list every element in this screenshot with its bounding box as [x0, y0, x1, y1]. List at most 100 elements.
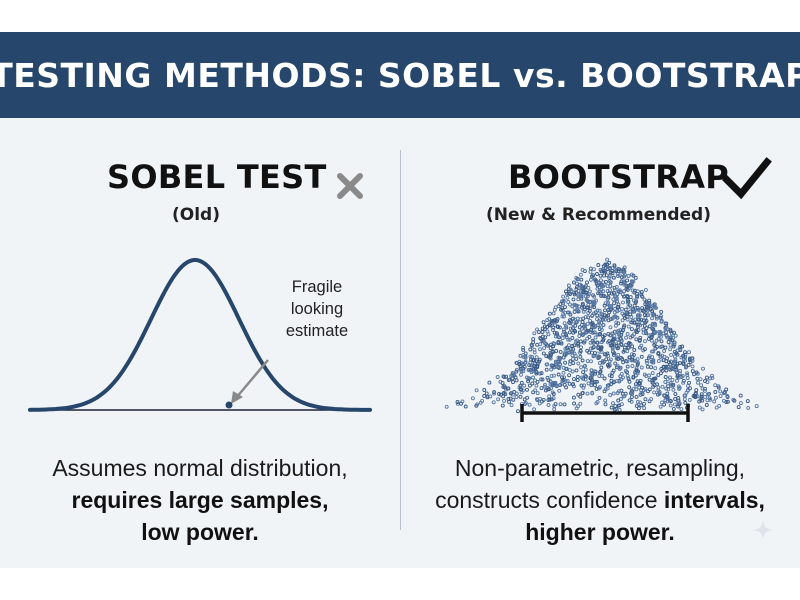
- resample-dot: [552, 318, 557, 323]
- resample-dot: [581, 285, 586, 290]
- annotation-line-1: Fragile: [291, 278, 343, 296]
- resample-dot: [620, 306, 624, 311]
- resample-dot: [558, 302, 563, 307]
- resample-dot: [571, 361, 576, 366]
- resample-dot: [578, 339, 583, 344]
- resample-dot: [635, 379, 640, 384]
- resample-dot: [525, 387, 529, 392]
- resample-dot: [568, 326, 573, 331]
- resample-dot: [705, 392, 710, 397]
- resample-dot: [666, 381, 671, 386]
- resample-dot: [545, 325, 550, 329]
- confidence-interval-bar: [520, 404, 690, 422]
- resample-dot: [602, 376, 607, 381]
- resample-dot: [589, 380, 594, 384]
- resample-dot: [567, 343, 571, 348]
- resample-dot: [511, 380, 515, 385]
- resample-dot: [602, 317, 607, 322]
- resample-dot: [533, 388, 538, 393]
- resample-dot: [540, 334, 545, 339]
- resample-dot: [553, 334, 558, 339]
- resample-dot: [618, 290, 623, 295]
- resample-dot: [475, 402, 480, 407]
- resample-dot: [644, 358, 649, 363]
- resample-dot: [665, 364, 670, 369]
- resample-dot: [690, 369, 695, 374]
- resample-dot: [487, 380, 492, 385]
- resample-dot: [491, 400, 496, 405]
- resample-dot: [595, 379, 599, 384]
- resample-dot: [579, 326, 584, 331]
- resample-dot: [642, 347, 647, 352]
- resample-dot: [570, 336, 575, 340]
- resample-dot: [671, 382, 676, 387]
- resample-dot: [613, 267, 618, 272]
- resample-dot: [530, 381, 535, 386]
- resample-dot: [640, 308, 645, 313]
- resample-dot: [685, 373, 690, 377]
- resample-dot: [616, 304, 621, 309]
- resample-dot: [658, 371, 663, 376]
- resample-dot: [713, 395, 718, 400]
- resample-dot: [627, 355, 632, 360]
- resample-dot: [607, 279, 612, 284]
- resample-dot: [606, 291, 611, 296]
- resample-dot: [583, 367, 588, 372]
- resample-dot: [647, 377, 652, 382]
- resample-dot: [618, 336, 623, 341]
- resample-dot: [595, 308, 600, 313]
- resample-dot: [673, 333, 678, 338]
- resample-dot: [659, 309, 664, 314]
- resample-dot: [629, 279, 634, 284]
- resample-dot: [690, 364, 695, 369]
- resample-dot: [474, 388, 479, 393]
- resample-dot: [638, 323, 643, 328]
- resample-dot: [580, 267, 585, 272]
- resample-dot: [672, 349, 677, 354]
- resample-dot: [597, 308, 602, 313]
- resample-dot: [531, 337, 536, 342]
- resample-dot: [535, 391, 540, 396]
- resample-dot: [622, 282, 627, 287]
- resample-dot: [687, 350, 691, 355]
- resample-dot: [543, 324, 547, 329]
- resample-dot: [597, 320, 602, 325]
- resample-dot: [636, 315, 640, 320]
- resample-dot: [551, 381, 556, 385]
- resample-dot: [624, 335, 629, 340]
- resample-dot: [537, 401, 542, 406]
- resample-dot: [560, 314, 565, 319]
- resample-dot: [657, 391, 662, 396]
- resample-dot: [531, 375, 536, 380]
- sobel-desc-line-2: requires large samples,: [71, 487, 329, 513]
- resample-dot: [647, 303, 652, 308]
- resample-dot: [598, 273, 603, 278]
- resample-dot: [631, 374, 636, 379]
- resample-dot: [619, 342, 624, 347]
- resample-dot: [516, 409, 520, 414]
- resample-dot: [652, 304, 657, 309]
- resample-dot: [570, 304, 575, 309]
- resample-dot: [679, 407, 684, 412]
- resample-dot: [639, 354, 644, 359]
- resample-dot: [644, 318, 649, 323]
- resample-dot: [569, 289, 574, 294]
- resample-dot: [630, 344, 635, 349]
- resample-dot: [610, 338, 615, 343]
- resample-dot: [692, 393, 697, 398]
- resample-dot: [551, 392, 556, 396]
- resample-dot: [590, 314, 595, 318]
- resample-dot: [561, 378, 566, 383]
- resample-dot: [627, 398, 632, 403]
- resample-dot: [668, 327, 673, 332]
- resample-dot: [639, 343, 644, 348]
- resample-dot: [616, 274, 620, 279]
- resample-dot: [590, 274, 594, 279]
- resample-dot: [628, 303, 632, 308]
- resample-dot: [635, 289, 640, 294]
- resample-dot: [669, 352, 674, 357]
- resample-dot: [580, 358, 585, 363]
- resample-dot: [621, 300, 625, 305]
- resample-dot: [595, 272, 599, 276]
- resample-dot: [546, 403, 551, 407]
